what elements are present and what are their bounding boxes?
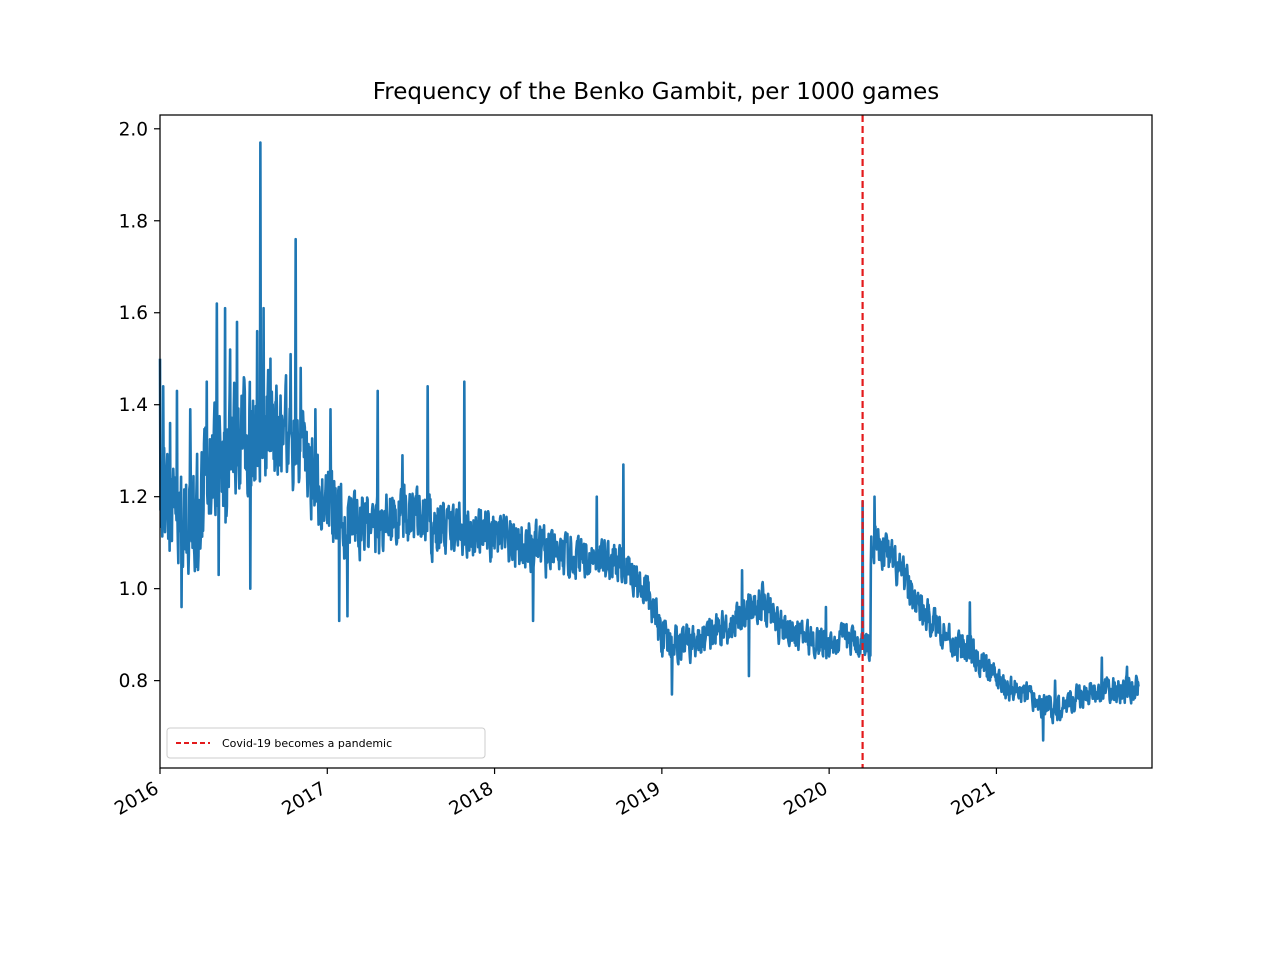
legend-box — [166, 727, 486, 759]
x-tick-label: 2021 — [948, 778, 999, 820]
y-tick-label: 2.0 — [119, 119, 148, 140]
x-tick-label: 2020 — [780, 778, 831, 820]
y-tick-label: 1.2 — [119, 487, 148, 508]
x-axis: 2016 2017 2018 2019 2020 2021 — [111, 768, 999, 820]
legend: Covid-19 becomes a pandemic — [166, 727, 486, 759]
y-tick-label: 1.0 — [119, 579, 148, 600]
x-tick-label: 2016 — [111, 778, 162, 820]
plot-frame — [159, 114, 1153, 769]
x-tick-label: 2017 — [279, 778, 330, 820]
y-tick-label: 1.6 — [119, 303, 148, 324]
y-tick-label: 1.4 — [119, 395, 148, 416]
x-tick-label: 2019 — [613, 778, 664, 820]
data-series — [158, 141, 1140, 742]
y-tick-label: 1.8 — [119, 211, 148, 232]
chart-title: Frequency of the Benko Gambit, per 1000 … — [373, 79, 940, 105]
legend-label-pandemic: Covid-19 becomes a pandemic — [222, 737, 392, 750]
y-axis: 0.8 1.0 1.2 1.4 1.6 1.8 2.0 — [119, 119, 160, 692]
x-tick-label: 2018 — [446, 778, 497, 820]
series-line-benko — [158, 141, 1140, 742]
y-tick-label: 0.8 — [119, 671, 148, 692]
